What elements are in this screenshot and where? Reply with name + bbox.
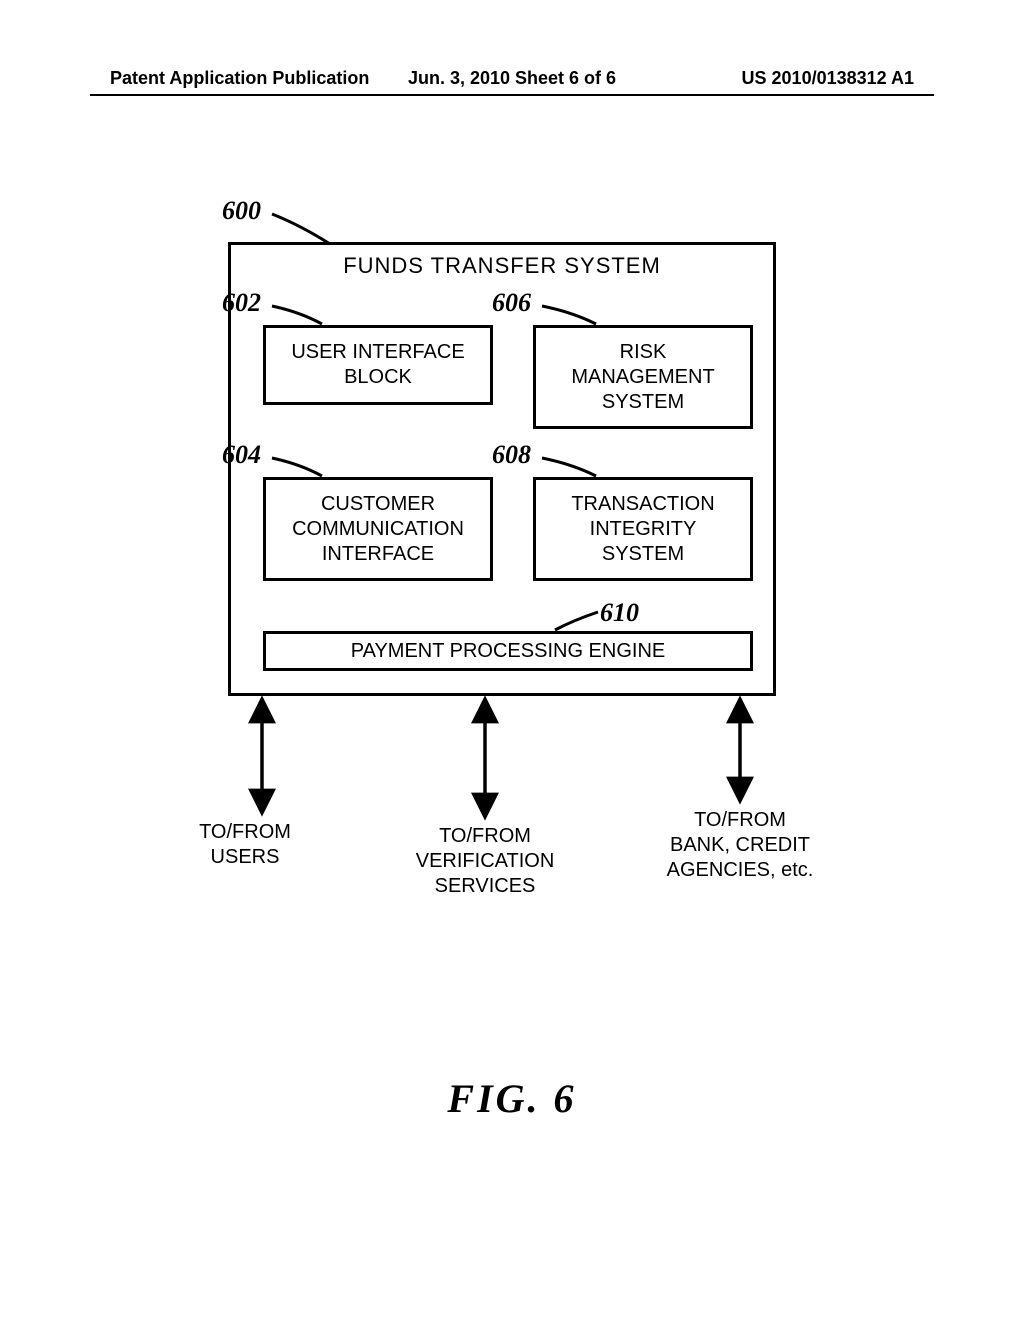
page: Patent Application Publication Jun. 3, 2… [0,0,1024,1320]
header-rule [90,94,934,96]
ext1-line2: USERS [211,846,280,868]
block-604-line2: COMMUNICATION [292,517,464,542]
figure-caption: FIG. 6 [0,1075,1024,1122]
block-606-line3: SYSTEM [571,390,714,415]
block-608-line3: SYSTEM [571,542,714,567]
block-608-line1: TRANSACTION [571,492,714,517]
header-right: US 2010/0138312 A1 [742,68,914,89]
block-606-line1: RISK [571,340,714,365]
ref-610: 610 [600,598,639,628]
block-608-line2: INTEGRITY [571,517,714,542]
ext2-line1: TO/FROM [439,825,531,847]
block-602-line1: USER INTERFACE [291,340,464,365]
ext2-line3: SERVICES [435,875,536,897]
ext3-line1: TO/FROM [694,809,786,831]
block-payment-processing: PAYMENT PROCESSING ENGINE [263,631,753,671]
block-604-line3: INTERFACE [292,542,464,567]
external-users: TO/FROM USERS [170,820,320,870]
outer-box-title: FUNDS TRANSFER SYSTEM [231,253,773,279]
external-bank: TO/FROM BANK, CREDIT AGENCIES, etc. [630,808,850,883]
ref-602: 602 [222,288,261,318]
ref-600: 600 [222,196,261,226]
block-customer-communication: CUSTOMER COMMUNICATION INTERFACE [263,477,493,581]
ext1-line1: TO/FROM [199,821,291,843]
block-604-line1: CUSTOMER [292,492,464,517]
block-610-label: PAYMENT PROCESSING ENGINE [351,639,666,664]
ext3-line2: BANK, CREDIT [670,834,810,856]
ref-604: 604 [222,440,261,470]
block-606-line2: MANAGEMENT [571,365,714,390]
ext2-line2: VERIFICATION [416,850,555,872]
ref-606: 606 [492,288,531,318]
ext3-line3: AGENCIES, etc. [667,859,814,881]
block-transaction-integrity: TRANSACTION INTEGRITY SYSTEM [533,477,753,581]
ref-608: 608 [492,440,531,470]
block-risk-management: RISK MANAGEMENT SYSTEM [533,325,753,429]
external-verification: TO/FROM VERIFICATION SERVICES [380,824,590,899]
block-602-line2: BLOCK [291,365,464,390]
block-user-interface: USER INTERFACE BLOCK [263,325,493,405]
